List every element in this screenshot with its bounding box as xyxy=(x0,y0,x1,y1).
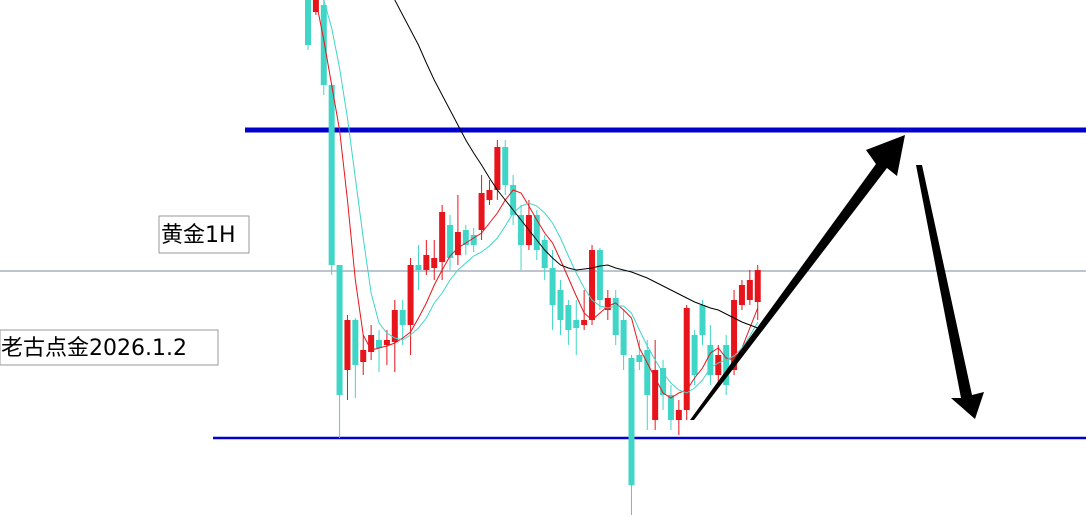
candle-body xyxy=(565,305,572,330)
candle-body xyxy=(352,320,359,365)
candle-body xyxy=(723,345,730,385)
candle-body xyxy=(628,358,635,485)
candle-body xyxy=(486,190,493,200)
candle-body xyxy=(541,240,548,268)
candle-body xyxy=(399,310,406,325)
ma-line xyxy=(394,0,758,329)
candle-body xyxy=(502,147,509,185)
candle-body xyxy=(707,345,714,375)
candle-body xyxy=(581,320,588,325)
label-box xyxy=(0,329,219,366)
candle-body xyxy=(478,193,485,230)
candle-body xyxy=(415,265,422,270)
candle-body xyxy=(691,335,698,375)
candle-body xyxy=(462,230,469,245)
ma-line xyxy=(323,0,759,394)
down-arrow xyxy=(916,165,984,419)
candle-body xyxy=(573,320,580,328)
candle-body xyxy=(738,285,745,305)
candle-body xyxy=(549,268,556,305)
candle-body xyxy=(675,410,682,420)
candle-body xyxy=(336,265,343,395)
label-box xyxy=(158,215,250,254)
candle-body xyxy=(447,225,454,258)
candle-body xyxy=(533,215,540,250)
candle-body xyxy=(652,370,659,420)
candle-body xyxy=(454,232,461,255)
up-arrow xyxy=(690,135,905,420)
chart-label: 老古点金2026.1.2 xyxy=(1,336,187,361)
candle-body xyxy=(754,270,761,302)
candle-body xyxy=(636,355,643,362)
candle-body xyxy=(589,250,596,320)
candle-body xyxy=(368,335,375,352)
moving-averages xyxy=(315,0,759,399)
candle-body xyxy=(391,310,398,342)
candle-body xyxy=(383,340,390,345)
candle-body xyxy=(620,320,627,355)
candle-body xyxy=(510,185,517,215)
candle-body xyxy=(407,265,414,325)
candles xyxy=(305,0,761,515)
candle-body xyxy=(312,0,319,12)
candle-body xyxy=(494,147,501,190)
candle-body xyxy=(660,368,667,395)
candle-body xyxy=(344,320,351,370)
candle-body xyxy=(470,235,477,245)
candle-body xyxy=(320,5,327,85)
candle-body xyxy=(604,298,611,310)
candle-body xyxy=(644,350,651,395)
candle-body xyxy=(746,280,753,300)
candle-body xyxy=(612,298,619,335)
chart-label: 黄金1H xyxy=(161,223,236,248)
candle-body xyxy=(731,300,738,370)
candle-body xyxy=(596,250,603,300)
candle-body xyxy=(328,85,335,265)
candle-body xyxy=(557,290,564,320)
candle-body xyxy=(699,305,706,335)
candle-body xyxy=(439,212,446,262)
candle-body xyxy=(360,350,367,362)
candle-body xyxy=(667,395,674,420)
candle-body xyxy=(423,255,430,270)
candle-body xyxy=(518,215,525,245)
candle-body xyxy=(683,308,690,410)
candle-body xyxy=(715,355,722,375)
candle-body xyxy=(305,0,311,45)
candle-body xyxy=(431,258,438,268)
levels xyxy=(0,127,1086,440)
ma-line xyxy=(315,0,759,399)
candle-body xyxy=(376,340,383,348)
